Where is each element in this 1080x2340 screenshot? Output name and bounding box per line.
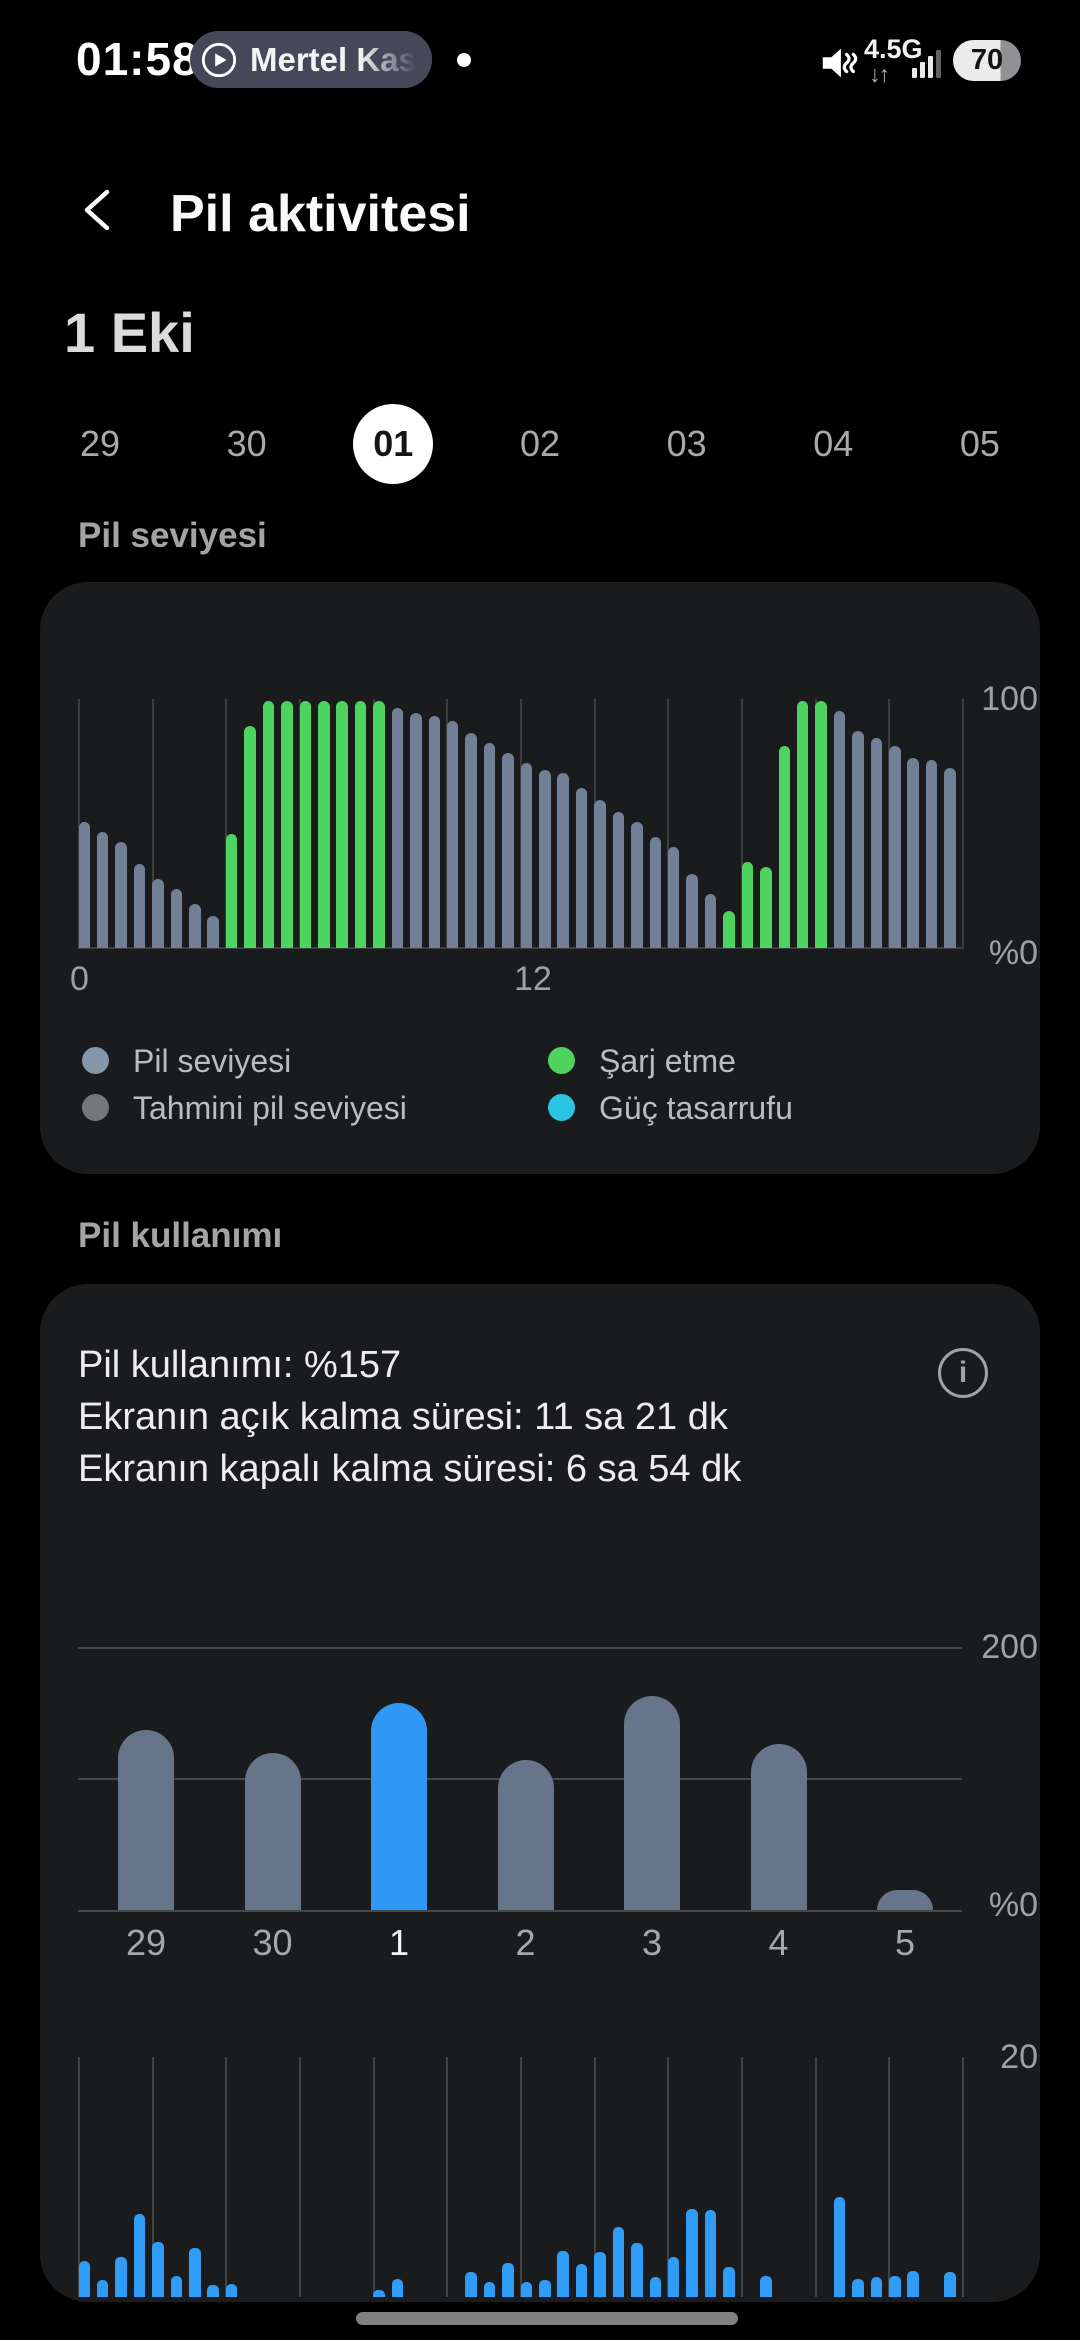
sound-muted-icon	[818, 42, 860, 89]
screen-off-time-line: Ekranın kapalı kalma süresi: 6 sa 54 dk	[78, 1448, 742, 1490]
legend-dot-estimated-level	[82, 1094, 109, 1121]
screen-on-time-line: Ekranın açık kalma süresi: 11 sa 21 dk	[78, 1396, 728, 1438]
usage-axis-label-0: %0	[988, 1886, 1038, 1924]
date-pill-03[interactable]: 03	[666, 423, 707, 464]
home-indicator[interactable]	[356, 2312, 738, 2325]
date-selector-row: 29 30 01 02 03 04 05	[60, 404, 1020, 484]
legend-dot-battery-level	[82, 1047, 109, 1074]
legend-label-battery-level: Pil seviyesi	[133, 1043, 292, 1079]
screentime-axis-label-20: 20	[1000, 2038, 1038, 2076]
date-pill-01[interactable]: 01	[353, 404, 434, 484]
date-pill-30[interactable]: 30	[226, 423, 267, 464]
date-pill-04[interactable]: 04	[813, 423, 854, 464]
back-chevron-icon	[74, 184, 126, 236]
status-bar-clock: 01:58	[76, 33, 199, 85]
chip-fade-overlay	[360, 31, 432, 88]
media-notification-chip[interactable]: Mertel Kas	[190, 31, 432, 88]
battery-level-card	[40, 582, 1040, 1174]
level-xaxis-label-12: 12	[514, 960, 552, 998]
legend-dot-charging	[548, 1047, 575, 1074]
battery-usage-section-title: Pil kullanımı	[78, 1216, 283, 1255]
battery-level-section-title: Pil seviyesi	[78, 516, 267, 555]
legend-dot-power-saving	[548, 1094, 575, 1121]
battery-indicator: 70	[953, 40, 1021, 81]
notification-dot	[457, 53, 471, 67]
legend-label-estimated-level: Tahmini pil seviyesi	[133, 1090, 407, 1126]
level-xaxis-label-0: 0	[70, 960, 89, 998]
level-axis-label-0: %0	[988, 934, 1038, 972]
usage-axis-label-200: 200	[981, 1628, 1038, 1666]
info-icon: i	[958, 1356, 968, 1389]
signal-strength-icon	[912, 50, 941, 78]
selected-date-title: 1 Eki	[64, 301, 195, 364]
level-axis-label-100: 100	[981, 680, 1038, 718]
info-button[interactable]: i	[938, 1348, 988, 1398]
date-pill-05[interactable]: 05	[959, 423, 1000, 464]
data-updown-arrows-icon: ↓↑	[869, 61, 890, 87]
network-type-label: 4.5G	[864, 34, 923, 64]
usage-percent-line: Pil kullanımı: %157	[78, 1344, 402, 1386]
play-circle-icon	[200, 41, 238, 79]
battery-percent-text: 70	[970, 44, 1004, 76]
date-pill-29[interactable]: 29	[79, 423, 121, 464]
page-title: Pil aktivitesi	[170, 185, 471, 243]
legend-label-charging: Şarj etme	[599, 1043, 736, 1079]
back-button[interactable]	[70, 180, 130, 240]
date-pill-02[interactable]: 02	[519, 423, 560, 464]
legend-label-power-saving: Güç tasarrufu	[599, 1090, 793, 1126]
